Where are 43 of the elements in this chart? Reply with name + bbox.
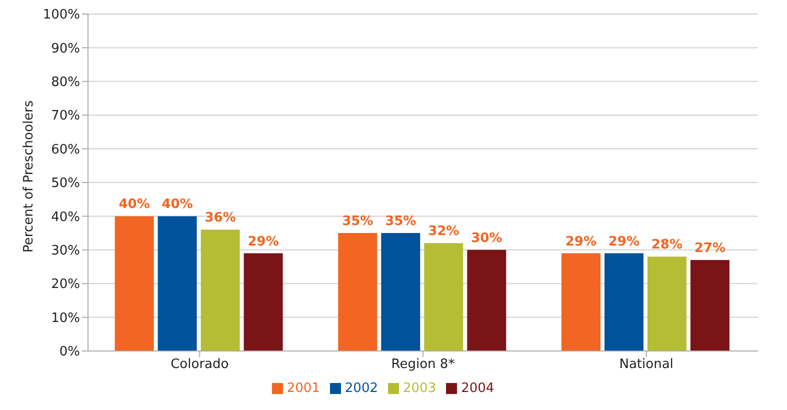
x-tick-label: National — [619, 357, 674, 372]
bar — [424, 243, 464, 351]
bar — [338, 233, 378, 351]
data-label: 28% — [651, 238, 683, 253]
y-tick-label: 0% — [59, 344, 80, 360]
y-tick-label: 80% — [51, 75, 80, 90]
data-label: 27% — [694, 241, 726, 256]
bar — [604, 253, 644, 351]
data-label: 35% — [342, 214, 374, 230]
data-label: 29% — [565, 234, 597, 250]
y-tick-label: 40% — [51, 210, 80, 225]
data-label: 40% — [118, 197, 150, 212]
legend-label: 2003 — [403, 381, 436, 396]
bar — [467, 250, 506, 351]
y-tick-label: 10% — [51, 310, 80, 326]
data-label: 35% — [385, 214, 416, 230]
data-label: 30% — [471, 230, 502, 246]
y-tick-label: 20% — [51, 277, 80, 292]
y-tick-label: 90% — [51, 41, 80, 56]
y-tick-label: 60% — [51, 142, 80, 158]
bar — [647, 256, 686, 351]
bar — [200, 230, 240, 351]
legend-label: 2004 — [461, 381, 494, 396]
y-tick-label: 30% — [51, 244, 80, 259]
bar — [690, 260, 730, 351]
y-tick-label: 70% — [51, 108, 80, 124]
legend-label: 2002 — [344, 381, 378, 396]
bar — [561, 253, 600, 351]
y-tick-label: 100% — [42, 8, 80, 23]
x-tick-label: Colorado — [170, 357, 229, 372]
bar — [244, 253, 283, 351]
data-label: 32% — [428, 224, 460, 240]
bar — [158, 216, 197, 351]
legend-label: 2001 — [286, 381, 320, 396]
data-label: 29% — [608, 234, 640, 250]
y-axis-title: Percent of Preschoolers — [22, 100, 37, 252]
data-label: 29% — [248, 234, 279, 250]
x-tick-label: Region 8* — [391, 357, 456, 372]
data-label: 40% — [162, 197, 193, 212]
y-tick-label: 50% — [51, 176, 80, 192]
bar — [381, 233, 420, 351]
bar — [114, 216, 154, 351]
data-label: 36% — [204, 210, 236, 226]
